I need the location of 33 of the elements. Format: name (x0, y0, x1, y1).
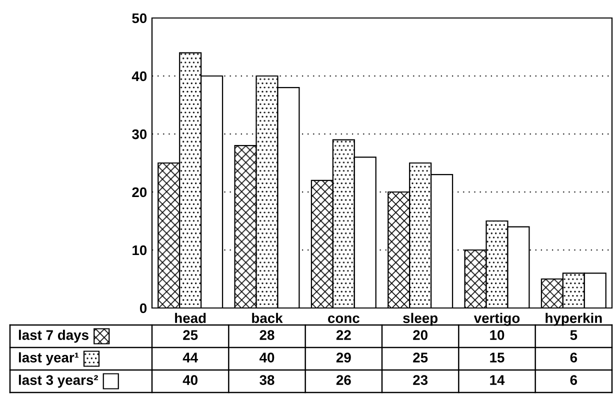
data-label: 29 (336, 352, 351, 362)
data-label: 10 (490, 330, 504, 340)
y-tick-label: 30 (132, 129, 147, 140)
x-tick-label: conc (328, 315, 360, 324)
data-label: 23 (413, 375, 428, 385)
x-tick-label: hyperkin (546, 312, 602, 326)
y-tick-label: 0 (140, 303, 147, 314)
y-tick-label: 40 (132, 71, 147, 82)
data-label: 5 (570, 330, 578, 340)
data-label: 26 (336, 375, 351, 385)
legend-label: last 3 years² (18, 374, 98, 388)
y-tick-label: 10 (132, 245, 147, 256)
data-label: 38 (260, 375, 274, 385)
data-label: 20 (413, 330, 428, 340)
data-label: 40 (182, 375, 198, 385)
x-tick-label: back (252, 312, 283, 324)
data-label: 6 (570, 352, 578, 362)
data-label: 40 (259, 352, 274, 362)
x-tick-label: sleep (403, 312, 438, 326)
data-label: 25 (183, 330, 198, 340)
y-tick-label: 20 (132, 187, 147, 198)
data-label: 22 (336, 330, 351, 340)
x-tick-label: vertigo (474, 312, 520, 326)
legend-label: last year¹ (18, 352, 79, 366)
y-tick-label: 50 (132, 13, 147, 24)
legend-label: last 7 days (18, 330, 88, 343)
data-label: 14 (490, 375, 505, 385)
data-label: 15 (490, 352, 504, 362)
data-label: 6 (570, 375, 578, 385)
data-label: 28 (260, 330, 274, 340)
data-label: 44 (182, 352, 198, 362)
data-label: 25 (413, 352, 428, 362)
x-tick-label: head (175, 312, 206, 324)
